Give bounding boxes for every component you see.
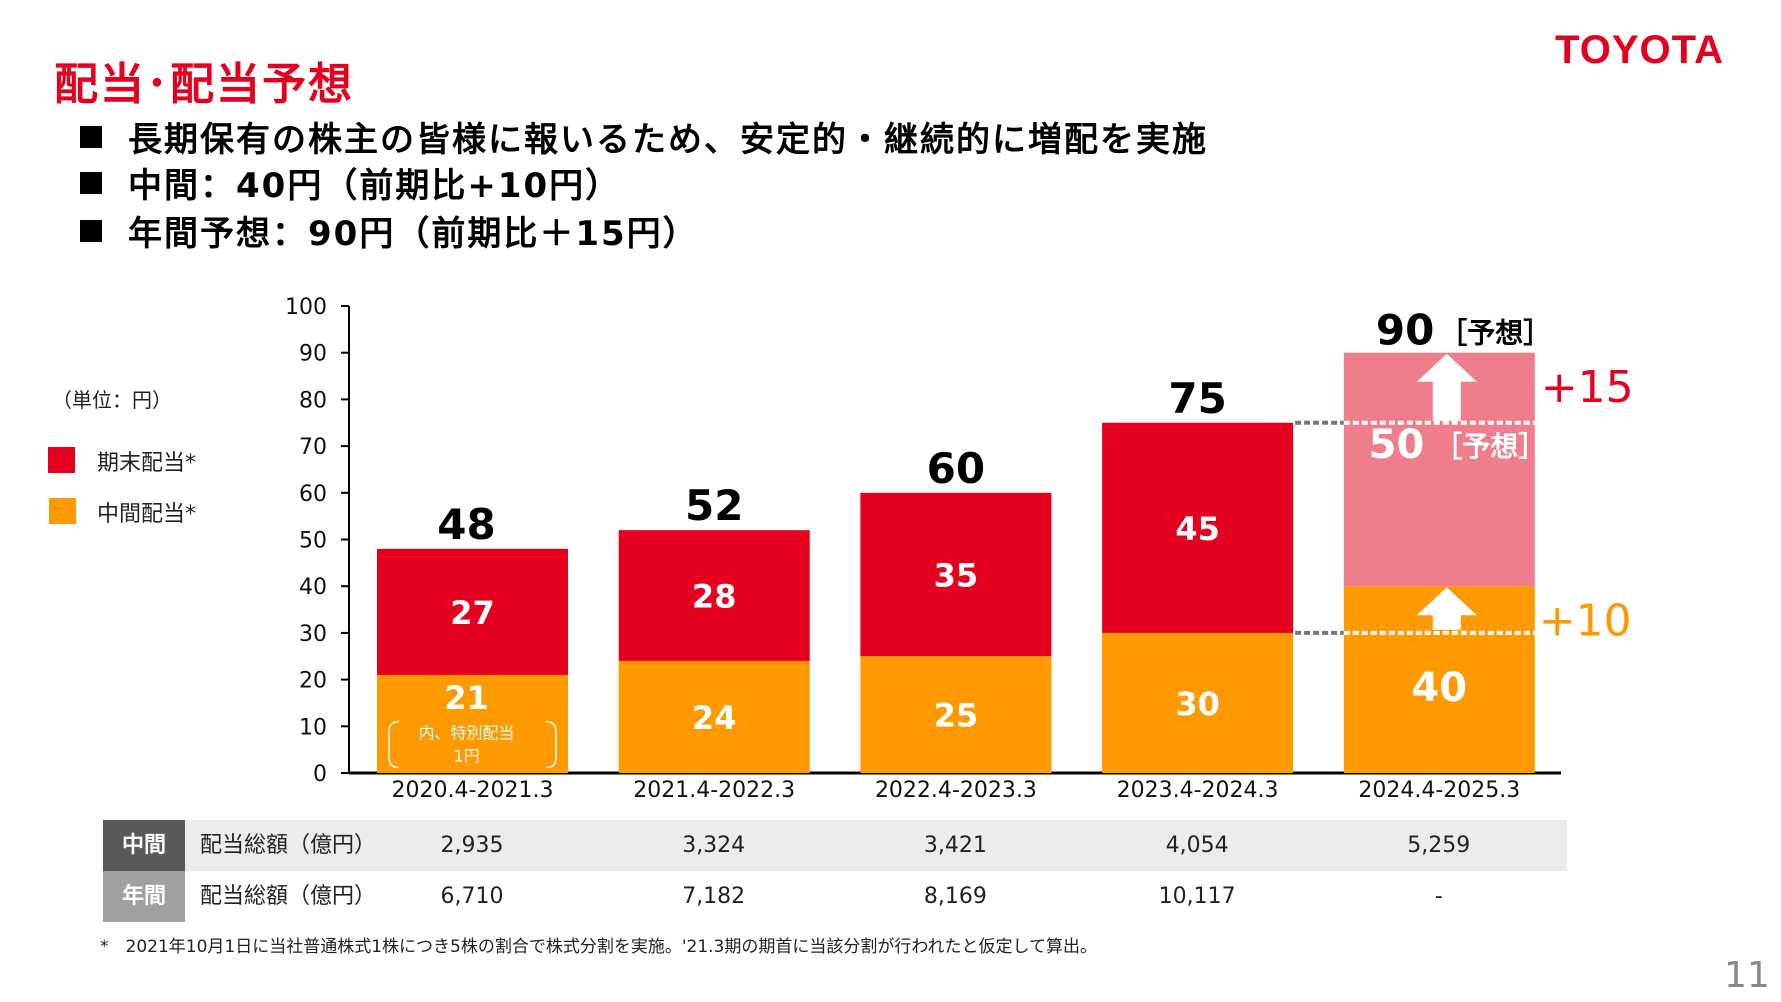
bullet-item: 中間：40円（前期比+10円）: [80, 158, 621, 207]
bar-value-final: 50: [1369, 422, 1425, 468]
bar-interim: [377, 674, 568, 773]
forecast-tag: ［予想］: [1434, 430, 1546, 463]
row-label: 配当総額（億円）: [200, 833, 377, 858]
table-cell-value: 2,935: [440, 833, 504, 858]
bar-total-label: 48: [437, 500, 495, 549]
footnote: * 2021年10月1日に当社普通株式1株につき5株の割合で株式分割を実施。'2…: [100, 937, 1098, 957]
x-category-label: 2022.4-2023.3: [875, 778, 1037, 803]
page-title: 配当･配当予想: [54, 59, 354, 110]
bar-value-final: 35: [934, 557, 979, 595]
legend-swatch-final: [48, 447, 75, 473]
y-tick-label: 20: [299, 669, 327, 694]
up-arrow-interim-icon: [1416, 587, 1477, 630]
bar-value-final: 28: [692, 578, 737, 616]
forecast-tag: ［予想］: [1439, 317, 1551, 350]
bar-total-label: 52: [685, 481, 743, 530]
legend-swatch-interim: [49, 498, 76, 524]
increase-label-interim: +10: [1539, 596, 1632, 647]
table-cell-value: 10,117: [1158, 884, 1236, 909]
bar-value-interim: 21: [444, 679, 489, 717]
bar-value-interim: 30: [1175, 685, 1220, 723]
unit-label: （単位：円）: [52, 388, 172, 412]
bullet-square-icon: [80, 220, 102, 242]
bar-value-interim: 25: [934, 697, 979, 735]
bar-total-label: 90: [1376, 306, 1434, 355]
table-cell-value: 8,169: [923, 884, 987, 909]
bracket-right: [545, 720, 557, 769]
bar-interim: [1102, 632, 1294, 773]
up-arrow-final-icon: [1416, 353, 1477, 421]
increase-label-final: +15: [1541, 362, 1634, 413]
y-tick-label: 60: [299, 482, 327, 507]
y-tick-label: 0: [313, 762, 327, 787]
bullet-square-icon: [80, 126, 102, 148]
legend-label-interim: 中間配当*: [97, 502, 197, 527]
table-cell-value: 6,710: [440, 884, 504, 909]
bar-interim: [860, 656, 1052, 773]
bar-final: [860, 492, 1052, 657]
toyota-logo: TOYOTA: [1555, 28, 1724, 72]
bar-value-final: 27: [450, 594, 495, 632]
bar-interim: [618, 660, 810, 773]
x-category-label: 2020.4-2021.3: [392, 778, 554, 803]
y-tick-label: 100: [285, 295, 327, 320]
special-dividend-note: 内、特別配当: [418, 724, 514, 743]
table-cell-value: 4,054: [1165, 833, 1229, 858]
bullet-item: 長期保有の株主の皆様に報いるため、安定的・継続的に増配を実施: [80, 112, 1208, 161]
row-head: 中間: [103, 820, 185, 871]
bar-final: [618, 530, 810, 661]
bar-value-interim: 40: [1411, 665, 1467, 711]
bullet-text: 年間予想：90円（前期比＋15円）: [128, 214, 699, 254]
bullet-text: 中間：40円（前期比+10円）: [128, 166, 622, 206]
table-cell-value: 5,259: [1407, 833, 1471, 858]
bullet-item: 年間予想：90円（前期比＋15円）: [80, 206, 699, 255]
bar-final: [377, 548, 568, 675]
table-cell-value: 7,182: [682, 884, 746, 909]
row-head: 年間: [103, 871, 185, 922]
row-label: 配当総額（億円）: [200, 884, 377, 909]
y-tick-label: 40: [299, 575, 327, 600]
bar-total-label: 60: [927, 444, 985, 493]
bar-value-final: 45: [1175, 510, 1220, 548]
table-cell-value: 3,421: [923, 833, 987, 858]
bar-final: [1102, 422, 1294, 633]
bar-value-interim: 24: [692, 699, 737, 737]
page-number: 11: [1724, 955, 1770, 996]
bar-total-label: 75: [1168, 374, 1226, 423]
bullet-square-icon: [80, 172, 102, 194]
y-tick-label: 70: [299, 435, 327, 460]
y-tick-label: 30: [299, 622, 327, 647]
table-cell-value: 3,324: [682, 833, 746, 858]
x-category-label: 2024.4-2025.3: [1358, 778, 1520, 803]
bracket-left: [388, 720, 400, 769]
special-dividend-note: 1円: [453, 747, 479, 766]
legend-label-final: 期末配当*: [97, 451, 197, 476]
y-tick-label: 50: [299, 529, 327, 554]
bullet-text: 長期保有の株主の皆様に報いるため、安定的・継続的に増配を実施: [128, 120, 1208, 160]
table-row-annual: 年間 配当総額（億円） 6,710 7,182 8,169 10,117 -: [103, 871, 1567, 922]
x-category-label: 2023.4-2024.3: [1117, 778, 1279, 803]
table-row-interim: 中間 配当総額（億円） 2,935 3,324 3,421 4,054 5,259: [103, 820, 1567, 871]
y-tick-label: 10: [299, 715, 327, 740]
y-tick-label: 90: [299, 342, 327, 367]
x-category-label: 2021.4-2022.3: [633, 778, 795, 803]
table-cell-value: -: [1434, 884, 1443, 909]
y-tick-label: 80: [299, 388, 327, 413]
